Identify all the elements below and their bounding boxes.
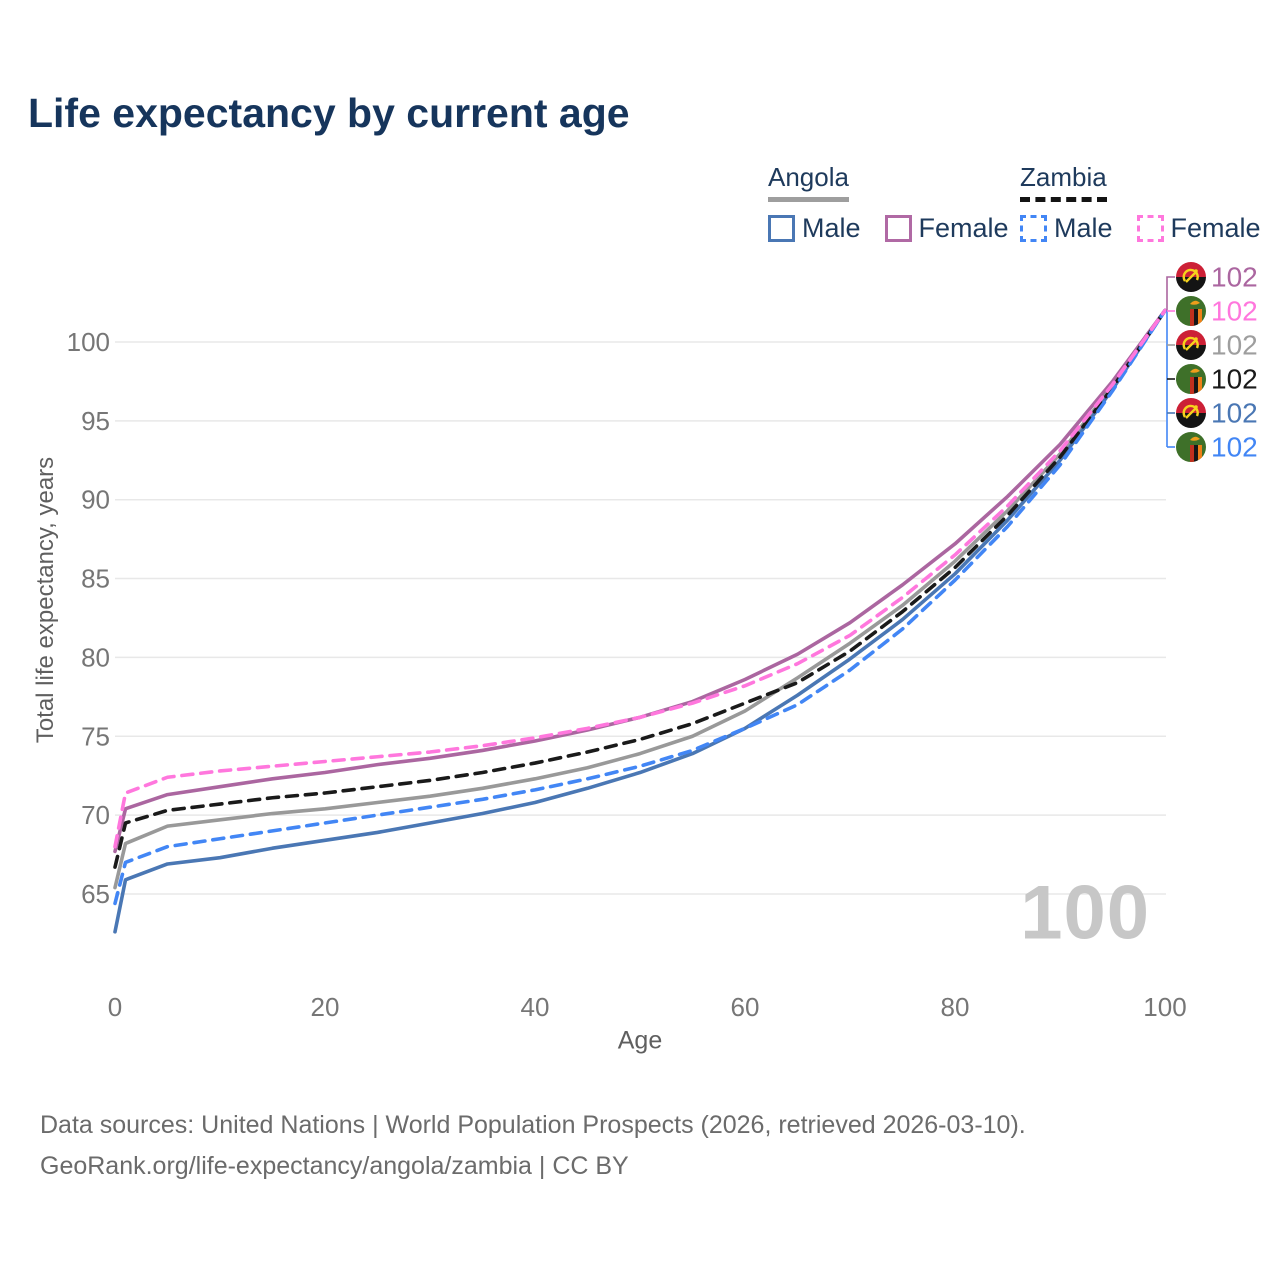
legend-label-angola-male: Male	[802, 213, 861, 243]
end-value-angola-female[interactable]: 102	[1211, 262, 1258, 293]
footer-attribution: GeoRank.org/life-expectancy/angola/zambi…	[40, 1152, 629, 1180]
legend-label-zambia-female: Female	[1170, 213, 1261, 243]
flag-icon-zambia	[1176, 432, 1206, 462]
series-line-zambia-male[interactable]	[113, 308, 1167, 906]
legend-item-angola-female[interactable]: Female	[884, 213, 1009, 244]
flag-icon-angola	[1176, 262, 1206, 292]
y-tick-label-70: 70	[81, 800, 110, 830]
y-axis-title: Total life expectancy, years	[32, 456, 59, 744]
y-tick-label-95: 95	[81, 406, 110, 436]
series-line-angola-male[interactable]	[113, 308, 1167, 934]
flag-icon-zambia	[1176, 296, 1206, 326]
x-tick-label-20: 20	[311, 992, 340, 1022]
legend-swatch-angola-female	[884, 215, 912, 242]
x-tick-label-0: 0	[108, 992, 122, 1022]
legend-swatch-zambia-male	[1020, 215, 1047, 242]
page-title: Life expectancy by current age	[28, 90, 630, 136]
legend-item-angola-male[interactable]: Male	[768, 213, 861, 244]
y-tick-label-75: 75	[81, 721, 110, 751]
x-tick-label-80: 80	[941, 992, 970, 1022]
y-tick-label-100: 100	[67, 327, 110, 357]
x-axis-title: Age	[617, 1026, 663, 1055]
legend-swatch-zambia-female	[1136, 215, 1164, 242]
flag-icon-zambia	[1176, 364, 1206, 394]
x-tick-label-60: 60	[731, 992, 760, 1022]
legend-label-angola-female: Female	[918, 213, 1009, 243]
end-value-angola-male[interactable]: 102	[1211, 398, 1258, 429]
legend-item-zambia-male[interactable]: Male	[1020, 213, 1113, 244]
leader-line-up	[1166, 276, 1175, 311]
footer-sources: Data sources: United Nations | World Pop…	[40, 1111, 1026, 1139]
end-value-zambia-female[interactable]: 102	[1211, 296, 1258, 327]
legend-items-angola: Male Female	[768, 213, 1009, 244]
y-tick-label-65: 65	[81, 879, 110, 909]
legend-country-zambia[interactable]: Zambia	[1020, 162, 1107, 202]
series-line-zambia-both[interactable]	[113, 308, 1167, 869]
legend-label-zambia-male: Male	[1054, 213, 1113, 243]
legend-group-angola: Angola Male Female	[768, 162, 1009, 244]
y-tick-label-80: 80	[81, 642, 110, 672]
end-value-zambia-both[interactable]: 102	[1211, 364, 1258, 395]
series-line-angola-both[interactable]	[113, 308, 1167, 890]
series-layer	[113, 308, 1167, 934]
legend-items-zambia: Male Female	[1020, 213, 1261, 244]
series-line-angola-female[interactable]	[113, 308, 1167, 854]
x-tick-label-100: 100	[1143, 992, 1186, 1022]
flag-icon-angola	[1176, 330, 1206, 360]
x-tick-label-40: 40	[521, 992, 550, 1022]
end-value-angola-both[interactable]: 102	[1211, 330, 1258, 361]
footer: Data sources: United Nations | World Pop…	[40, 1105, 1026, 1187]
y-tick-label-85: 85	[81, 564, 110, 594]
legend-country-angola[interactable]: Angola	[768, 162, 849, 202]
flag-icon-angola	[1176, 398, 1206, 428]
age-indicator-watermark: 100	[1020, 870, 1150, 956]
end-value-zambia-male[interactable]: 102	[1211, 432, 1258, 463]
legend-swatch-angola-male	[768, 215, 795, 242]
legend-group-zambia: Zambia Male Female	[1020, 162, 1261, 244]
grid-layer: 65 70 75 80 85 90 95 100 0 20 40 60 80 100	[67, 327, 1187, 1022]
y-tick-label-90: 90	[81, 485, 110, 515]
legend-item-zambia-female[interactable]: Female	[1136, 213, 1261, 244]
series-line-zambia-female[interactable]	[113, 308, 1167, 849]
